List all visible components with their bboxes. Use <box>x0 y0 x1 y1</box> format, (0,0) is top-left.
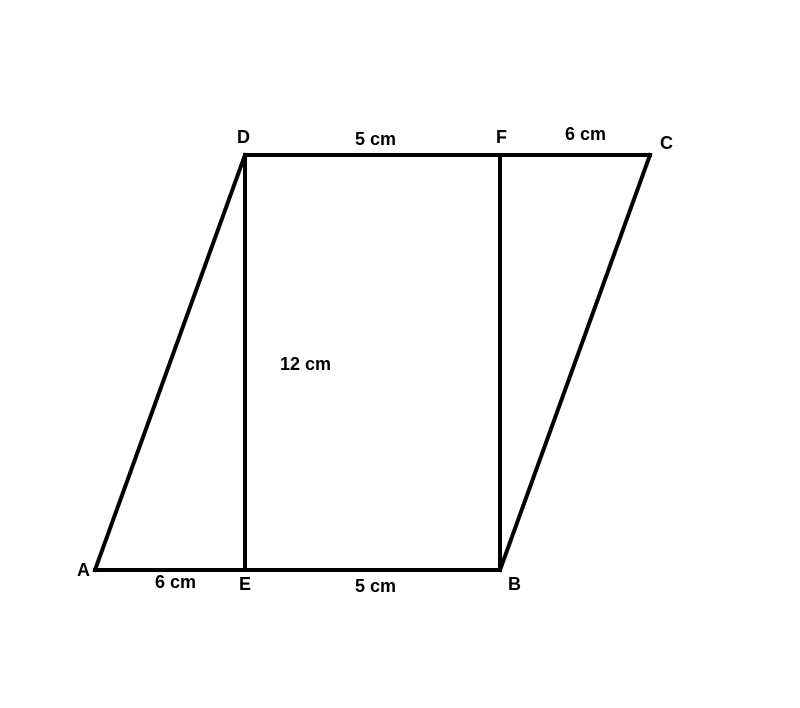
dimension-label-0: 6 cm <box>155 572 196 592</box>
point-label-F: F <box>496 127 507 147</box>
edge-B-C <box>500 155 650 570</box>
dimension-label-4: 12 cm <box>280 354 331 374</box>
point-label-E: E <box>239 574 251 594</box>
geometry-diagram: A E B D F C 6 cm 5 cm 5 cm 6 cm 12 cm <box>0 0 800 708</box>
edge-A-D <box>95 155 245 570</box>
point-label-C: C <box>660 133 673 153</box>
dimension-label-2: 5 cm <box>355 129 396 149</box>
dimension-label-1: 5 cm <box>355 576 396 596</box>
point-label-B: B <box>508 574 521 594</box>
point-label-D: D <box>237 127 250 147</box>
point-label-A: A <box>77 560 90 580</box>
dimension-label-3: 6 cm <box>565 124 606 144</box>
